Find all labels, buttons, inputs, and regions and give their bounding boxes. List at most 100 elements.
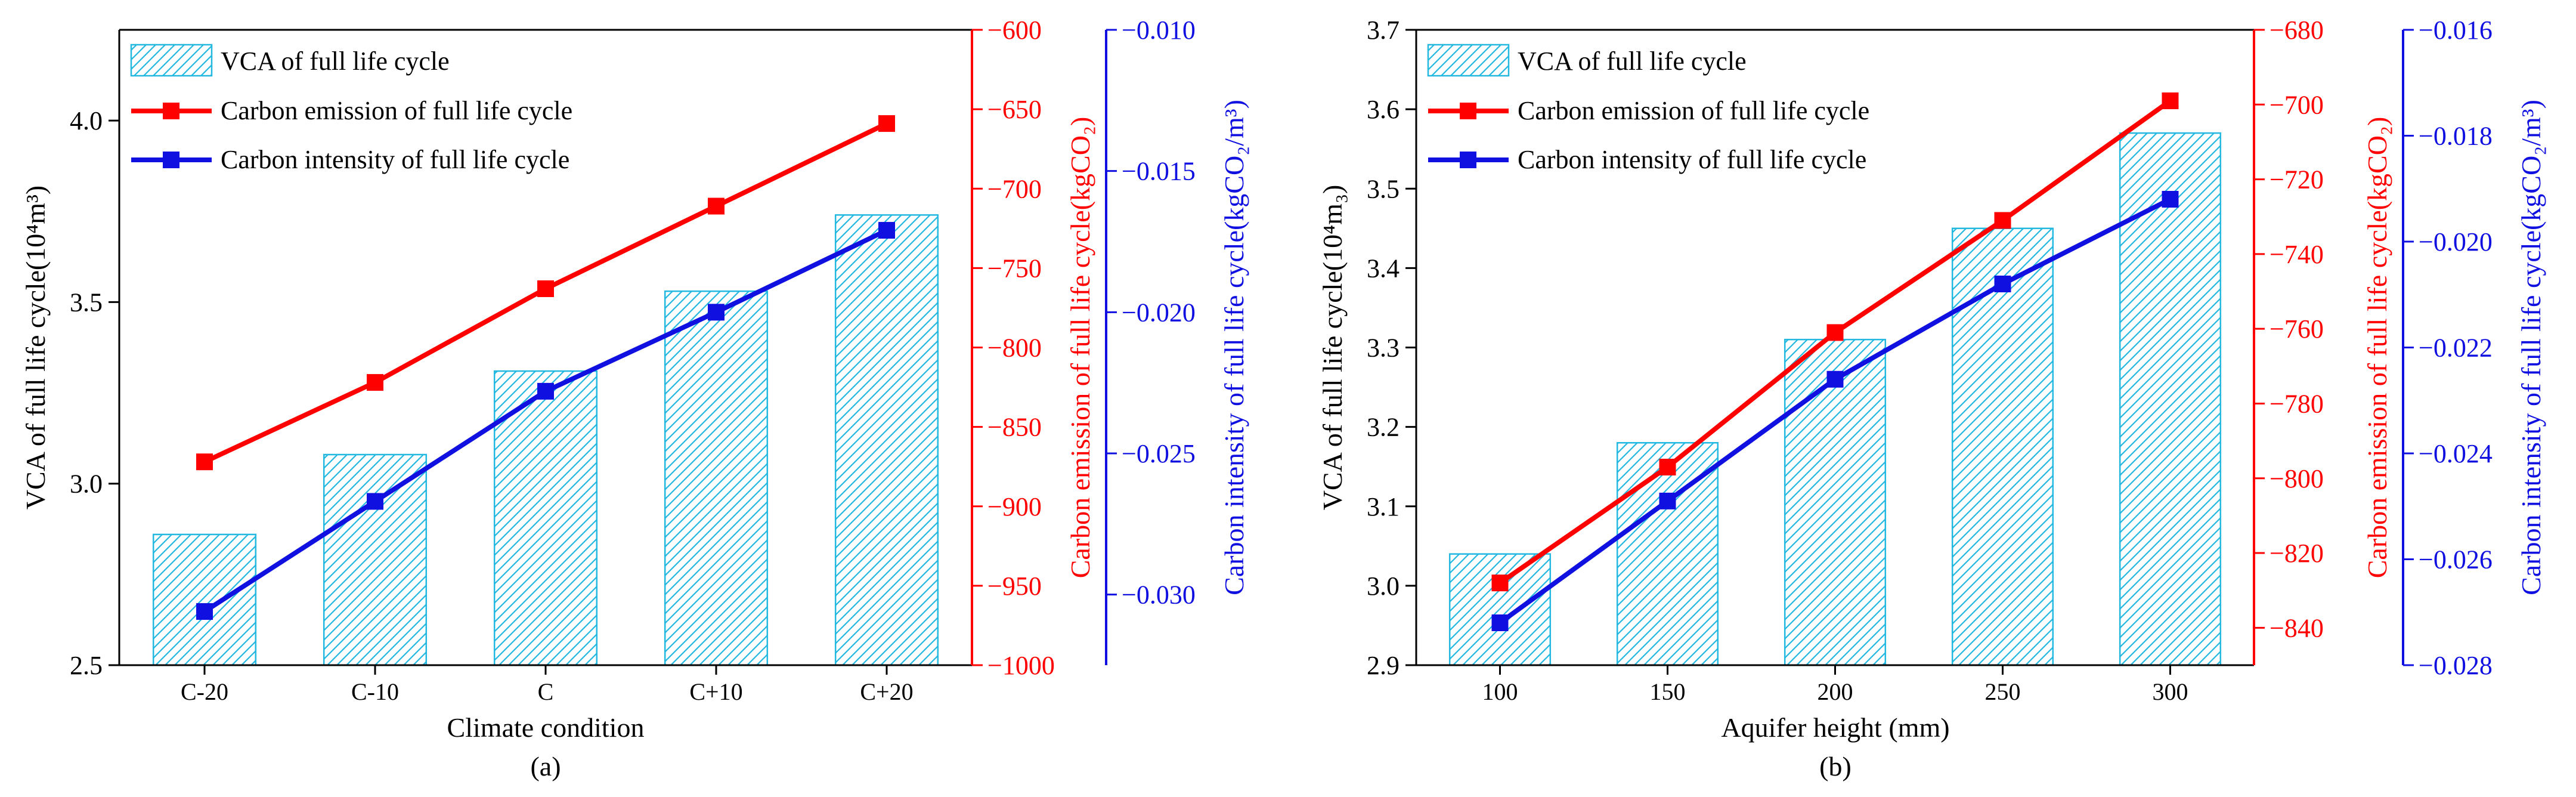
x-tick-label: 100: [1482, 678, 1518, 705]
panel-label: (b): [1819, 751, 1852, 781]
x-tick-label: C+20: [860, 678, 913, 705]
emission-data-point: [367, 374, 383, 391]
panel-label: (a): [530, 751, 561, 781]
vca-bar: [1448, 553, 1552, 666]
x-tick-label: 250: [1985, 678, 2021, 705]
emission-axis-tick-label: −600: [987, 16, 1042, 45]
emission-data-point: [537, 280, 554, 297]
intensity-axis-title: Carbon intensity of full life cycle(kgCO…: [2516, 100, 2546, 595]
left-axis-tick-label: 3.3: [1367, 333, 1400, 363]
legend-intensity-label: Carbon intensity of full life cycle: [221, 145, 569, 174]
emission-axis-tick-label: −780: [2270, 389, 2324, 418]
x-tick-label: 200: [1818, 678, 1853, 705]
vca-bar: [1951, 227, 2054, 666]
vca-bar: [2119, 132, 2222, 666]
intensity-axis-tick-label: −0.015: [1122, 157, 1196, 186]
intensity-axis-tick-label: −0.016: [2419, 16, 2493, 45]
x-tick-label: C: [538, 678, 554, 705]
left-axis-title: VCA of full life cycle(10⁴m₃): [1317, 185, 1348, 511]
emission-axis-tick-label: −760: [2270, 314, 2324, 344]
intensity-axis-tick-label: −0.026: [2419, 545, 2493, 574]
vca-bar: [1784, 338, 1887, 666]
emission-axis-tick-label: −900: [987, 492, 1042, 521]
intensity-data-point: [537, 382, 554, 400]
intensity-axis-tick-label: −0.018: [2419, 122, 2493, 151]
intensity-axis-tick-label: −0.010: [1122, 16, 1196, 45]
emission-axis-title: Carbon emission of full life cycle(kgCO₂…: [1065, 117, 1095, 579]
emission-data-point: [708, 197, 724, 215]
emission-axis-tick-label: −750: [987, 254, 1042, 283]
legend-bar-swatch: [1427, 44, 1510, 77]
left-axis-tick-label: 3.4: [1367, 254, 1400, 283]
left-axis-tick-label: 3.7: [1367, 16, 1400, 45]
vca-bar: [834, 214, 939, 666]
legend-bar-label: VCA of full life cycle: [1518, 47, 1747, 76]
emission-axis-tick-label: −680: [2270, 16, 2324, 45]
emission-axis-tick-label: −720: [2270, 165, 2324, 194]
x-axis-title: Climate condition: [447, 712, 645, 743]
left-axis-tick-label: 3.1: [1367, 492, 1400, 521]
emission-data-point: [1994, 212, 2011, 229]
emission-axis-tick-label: −700: [987, 174, 1042, 203]
left-axis-tick-label: 3.5: [1367, 174, 1400, 203]
intensity-data-point: [1491, 614, 1509, 631]
intensity-axis-title: Carbon intensity of full life cycle(kgCO…: [1219, 100, 1249, 595]
emission-data-point: [196, 453, 213, 471]
intensity-axis-tick-label: −0.025: [1122, 439, 1196, 468]
intensity-data-point: [708, 304, 724, 321]
vca-bar: [323, 453, 428, 666]
left-axis-tick-label: 2.5: [70, 651, 103, 680]
intensity-data-point: [878, 222, 895, 239]
emission-axis-title: Carbon emission of full life cycle(kgCO₂…: [2362, 117, 2392, 579]
left-axis-tick-label: 3.0: [1367, 572, 1400, 601]
vca-bar: [493, 370, 598, 666]
intensity-data-point: [196, 603, 213, 620]
legend-bar-label: VCA of full life cycle: [221, 47, 450, 76]
intensity-data-point: [1994, 276, 2011, 292]
legend-emission-label: Carbon emission of full life cycle: [1518, 96, 1869, 125]
legend-emission-marker: [1460, 103, 1476, 119]
emission-axis-tick-label: −800: [987, 333, 1042, 363]
emission-axis-tick-label: −840: [2270, 613, 2324, 642]
left-axis-title: VCA of full life cycle(10⁴m³): [20, 186, 51, 509]
intensity-axis-tick-label: −0.020: [1122, 298, 1196, 327]
left-axis-tick-label: 3.6: [1367, 95, 1400, 124]
x-tick-label: C-10: [351, 678, 399, 705]
legend-intensity-marker: [1460, 152, 1476, 168]
chart-panel-b: 100 150 200 250 300 Aquifer height (mm) (b) 2.9…: [1317, 16, 2546, 781]
intensity-axis-tick-label: −0.024: [2419, 439, 2493, 468]
legend-emission-label: Carbon emission of full life cycle: [221, 96, 572, 125]
x-axis-title: Aquifer height (mm): [1721, 712, 1949, 743]
left-axis-tick-label: 2.9: [1367, 651, 1400, 680]
vca-bar: [152, 533, 257, 666]
chart-panel-a: C-20 C-10 C C+10 C+20 Climate condition (a) 2.5…: [20, 16, 1249, 781]
emission-axis-tick-label: −1000: [987, 651, 1055, 680]
emission-data-point: [1659, 458, 1676, 475]
intensity-axis-tick-label: −0.022: [2419, 333, 2493, 363]
x-tick-label: 150: [1650, 678, 1686, 705]
legend-bar-swatch: [130, 44, 213, 77]
intensity-axis-tick-label: −0.020: [2419, 227, 2493, 257]
emission-data-point: [878, 115, 895, 132]
emission-data-point: [1826, 324, 1844, 341]
emission-data-point: [1491, 574, 1509, 592]
emission-axis-tick-label: −850: [987, 413, 1042, 442]
x-tick-label: 300: [2153, 678, 2188, 705]
left-axis-tick-label: 3.2: [1367, 413, 1400, 442]
intensity-data-point: [2162, 191, 2179, 208]
left-axis-tick-label: 3.0: [70, 469, 103, 499]
x-tick-label: C+10: [689, 678, 742, 705]
emission-axis-tick-label: −700: [2270, 90, 2324, 119]
emission-axis-tick-label: −820: [2270, 539, 2324, 568]
vca-bar: [664, 290, 769, 666]
emission-axis-tick-label: −650: [987, 95, 1042, 124]
intensity-axis-tick-label: −0.028: [2419, 651, 2493, 680]
intensity-data-point: [1659, 492, 1676, 509]
emission-axis-tick-label: −740: [2270, 240, 2324, 269]
intensity-data-point: [1826, 370, 1844, 388]
intensity-data-point: [367, 493, 383, 510]
emission-data-point: [2162, 92, 2179, 110]
emission-axis-tick-label: −950: [987, 572, 1042, 601]
left-axis-tick-label: 4.0: [70, 106, 103, 135]
